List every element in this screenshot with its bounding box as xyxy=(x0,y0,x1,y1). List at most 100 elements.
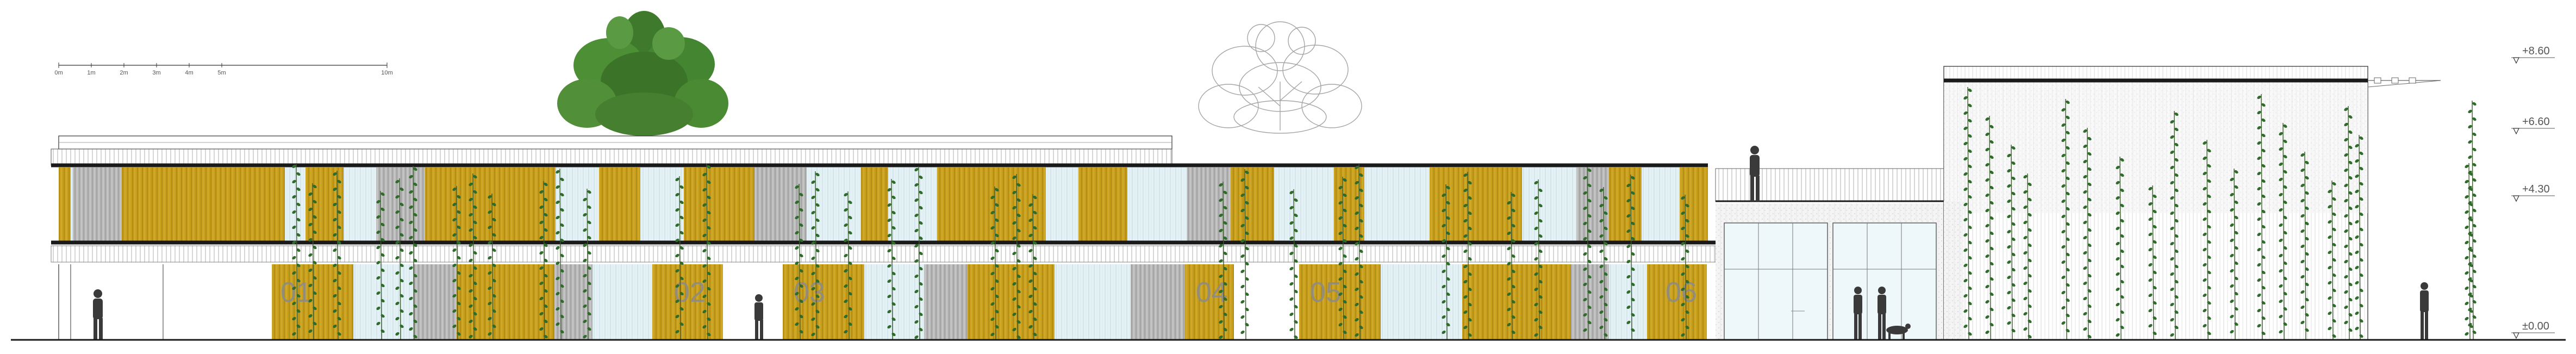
vine-leaf xyxy=(707,180,711,184)
vine-leaf xyxy=(1028,325,1033,329)
vine-leaf xyxy=(409,190,413,194)
vine-leaf xyxy=(1028,249,1033,253)
vine-leaf xyxy=(2087,213,2092,217)
vine-leaf xyxy=(675,238,679,243)
vine-leaf xyxy=(2359,319,2363,323)
vine-leaf xyxy=(2174,295,2179,299)
vine-leaf xyxy=(1294,244,1298,248)
vine-leaf xyxy=(1442,239,1446,243)
person-silhouette-roof-terrace xyxy=(1750,146,1760,201)
vine-leaf xyxy=(2279,253,2283,258)
vine-leaf xyxy=(2011,237,2016,241)
vine-leaf xyxy=(1359,295,1363,299)
vine-leaf xyxy=(1681,226,1685,231)
vine-leaf xyxy=(1240,300,1245,304)
vine-leaf xyxy=(914,183,919,187)
vine-leaf xyxy=(292,301,296,306)
vine-leaf xyxy=(469,197,473,202)
vine-leaf xyxy=(1511,269,1515,274)
vine-leaf xyxy=(919,297,923,301)
vine-leaf xyxy=(1985,117,1989,121)
vine-leaf xyxy=(1604,226,1608,231)
vine-leaf xyxy=(2083,190,2087,194)
vine-leaf xyxy=(1355,318,1359,322)
vine-leaf xyxy=(1985,223,1989,228)
vine-leaf xyxy=(337,256,341,260)
vine-leaf xyxy=(2066,313,2070,318)
vine-leaf xyxy=(2174,158,2179,162)
vine-leaf xyxy=(2332,273,2336,277)
vine-leaf xyxy=(2283,124,2287,128)
vine-leaf xyxy=(795,276,799,281)
vine-leaf xyxy=(1963,233,1968,237)
vine-leaf xyxy=(539,266,544,270)
vine-leaf xyxy=(795,261,799,265)
vine-leaf xyxy=(1538,295,1543,299)
vine-leaf xyxy=(2153,209,2157,214)
vine-leaf xyxy=(2279,284,2283,288)
vine-leaf xyxy=(1012,312,1016,316)
vine-leaf xyxy=(2023,266,2028,270)
vine-leaf xyxy=(2230,314,2234,319)
vine-leaf xyxy=(1631,282,1635,287)
vine-leaf xyxy=(891,195,896,200)
vine-leaf xyxy=(409,235,413,240)
level-markers: +8.60 +6.60 +4.30 ±0.00 xyxy=(2511,45,2555,339)
vine-leaf xyxy=(2116,287,2120,291)
vine-leaf xyxy=(1587,214,1592,218)
vine-leaf xyxy=(2170,318,2174,322)
vine-leaf xyxy=(1016,228,1021,233)
vine-leaf xyxy=(2359,182,2363,186)
vine-leaf xyxy=(1685,234,1689,238)
vine-leaf xyxy=(2279,299,2283,303)
vine-leaf xyxy=(1599,280,1604,284)
vine-leaf xyxy=(2028,228,2032,232)
vine-leaf xyxy=(2469,218,2473,222)
vine-leaf xyxy=(308,222,313,227)
vine-leaf xyxy=(2207,270,2211,275)
vine-leaf xyxy=(1685,264,1689,269)
vine-leaf xyxy=(1446,292,1450,296)
vine-leaf xyxy=(2061,306,2066,310)
vine-leaf xyxy=(1033,210,1037,215)
vine-leaf xyxy=(2116,165,2120,170)
vine-leaf xyxy=(2066,207,2070,211)
vine-leaf xyxy=(1631,237,1635,241)
vine-leaf xyxy=(891,302,896,306)
vine-leaf xyxy=(1289,266,1294,271)
vine-leaf xyxy=(1538,203,1543,208)
vine-leaf xyxy=(1631,176,1635,180)
vine-leaf xyxy=(2355,311,2359,315)
vine-leaf xyxy=(2007,184,2011,188)
vine-leaf xyxy=(1963,96,1968,100)
vine-leaf xyxy=(891,180,896,184)
vine-leaf xyxy=(844,208,848,212)
vine-leaf xyxy=(2465,225,2469,229)
vine-leaf xyxy=(296,248,301,252)
vine-leaf xyxy=(1245,322,1249,327)
vine-leaf xyxy=(1245,216,1249,220)
vine-leaf xyxy=(556,261,560,265)
vine-leaf xyxy=(675,208,679,212)
vine-leaf xyxy=(2007,290,2011,295)
vine-leaf xyxy=(488,225,492,229)
vine-leaf xyxy=(381,299,385,303)
vine-leaf xyxy=(556,185,560,189)
vine-leaf xyxy=(2279,208,2283,212)
vine-leaf xyxy=(2300,229,2305,233)
vine-leaf xyxy=(1968,195,1972,199)
vine-leaf xyxy=(2170,287,2174,291)
vine-leaf xyxy=(1446,246,1450,251)
vine-leaf xyxy=(1219,228,1223,233)
vine-leaf xyxy=(1985,284,1989,289)
vine-leaf xyxy=(2066,298,2070,302)
vine-leaf xyxy=(795,185,799,189)
vine-stem xyxy=(472,173,475,340)
vine-leaf xyxy=(1534,333,1538,337)
vine-stem xyxy=(1967,86,1969,340)
vine-leaf xyxy=(1446,262,1450,266)
vine-leaf xyxy=(848,276,852,281)
vine-leaf xyxy=(308,268,313,272)
vine-leaf xyxy=(395,316,400,321)
vine-leaf xyxy=(887,279,891,283)
